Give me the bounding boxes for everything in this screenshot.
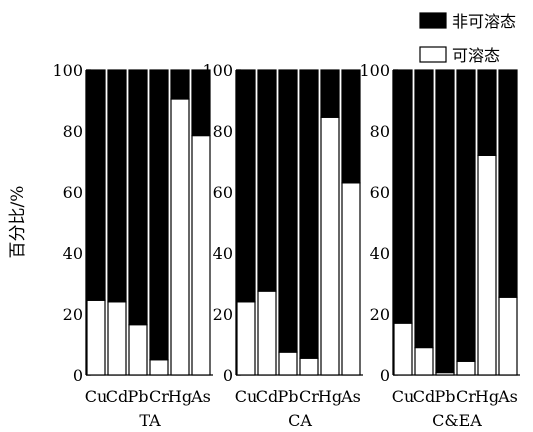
y-tick-label: 80 bbox=[63, 122, 83, 141]
legend-swatch-soluble bbox=[419, 46, 447, 63]
x-tick-label: As bbox=[190, 387, 211, 406]
x-tick-label: Hg bbox=[475, 387, 499, 406]
bar-soluble-as bbox=[341, 182, 361, 376]
y-tick-label: 20 bbox=[370, 305, 390, 324]
bar-soluble-cd bbox=[107, 301, 127, 376]
x-tick-label: Pb bbox=[277, 387, 298, 406]
x-tick-label: Cr bbox=[149, 387, 169, 406]
x-tick-label: Cr bbox=[299, 387, 319, 406]
bar-insoluble-as bbox=[498, 69, 518, 298]
y-tick-label: 60 bbox=[370, 183, 390, 202]
x-tick-label: As bbox=[497, 387, 518, 406]
bar-soluble-cu bbox=[393, 322, 413, 376]
x-tick-label: Pb bbox=[434, 387, 455, 406]
bar-soluble-hg bbox=[320, 116, 340, 376]
bar-insoluble-cd bbox=[257, 69, 277, 292]
panel-label: TA bbox=[139, 411, 161, 430]
bar-soluble-cu bbox=[86, 299, 106, 376]
bar-soluble-as bbox=[191, 134, 211, 376]
y-tick-label: 20 bbox=[213, 305, 233, 324]
y-tick-label: 40 bbox=[213, 244, 233, 263]
x-tick-label: Cu bbox=[392, 387, 415, 406]
bar-insoluble-cu bbox=[393, 69, 413, 324]
bar-soluble-cd bbox=[257, 290, 277, 376]
y-tick-label: 100 bbox=[359, 61, 390, 80]
y-tick-label: 20 bbox=[63, 305, 83, 324]
panel-label: CA bbox=[288, 411, 312, 430]
y-tick-label: 0 bbox=[73, 366, 83, 385]
legend-label-insoluble: 非可溶态 bbox=[452, 12, 516, 31]
x-tick-label: Hg bbox=[318, 387, 342, 406]
bar-insoluble-pb bbox=[435, 69, 455, 374]
x-tick-label: As bbox=[340, 387, 361, 406]
bar-insoluble-cr bbox=[149, 69, 169, 361]
y-tick-label: 0 bbox=[380, 366, 390, 385]
bar-insoluble-cd bbox=[107, 69, 127, 303]
legend-swatch-insoluble bbox=[419, 12, 447, 29]
x-tick-label: Cd bbox=[413, 387, 435, 406]
x-tick-label: Cd bbox=[256, 387, 278, 406]
x-tick-label: Cu bbox=[85, 387, 108, 406]
legend-label-soluble: 可溶态 bbox=[452, 46, 500, 65]
x-tick-label: Cu bbox=[235, 387, 258, 406]
bar-soluble-hg bbox=[170, 98, 190, 376]
bar-insoluble-hg bbox=[477, 69, 497, 157]
legend: 非可溶态 可溶态 bbox=[419, 12, 516, 65]
bar-insoluble-as bbox=[191, 69, 211, 137]
y-tick-label: 80 bbox=[370, 122, 390, 141]
y-tick-label: 0 bbox=[223, 366, 233, 385]
y-tick-label: 60 bbox=[63, 183, 83, 202]
bar-insoluble-cu bbox=[86, 69, 106, 301]
bar-soluble-cd bbox=[414, 346, 434, 376]
x-tick-label: Cr bbox=[456, 387, 476, 406]
bar-insoluble-as bbox=[341, 69, 361, 184]
bar-soluble-cr bbox=[149, 359, 169, 376]
x-tick-label: Pb bbox=[127, 387, 148, 406]
bar-insoluble-cr bbox=[299, 69, 319, 359]
y-tick-label: 40 bbox=[63, 244, 83, 263]
bar-insoluble-hg bbox=[170, 69, 190, 100]
bar-insoluble-hg bbox=[320, 69, 340, 118]
bar-soluble-hg bbox=[477, 154, 497, 376]
y-axis-label: 百分比/% bbox=[8, 186, 28, 259]
y-tick-label: 100 bbox=[202, 61, 233, 80]
bar-soluble-cr bbox=[456, 360, 476, 376]
x-tick-label: Hg bbox=[168, 387, 192, 406]
x-tick-label: Cd bbox=[106, 387, 128, 406]
bar-insoluble-cd bbox=[414, 69, 434, 349]
bar-insoluble-pb bbox=[278, 69, 298, 353]
y-tick-label: 100 bbox=[52, 61, 83, 80]
bar-insoluble-cu bbox=[236, 69, 256, 303]
y-tick-label: 80 bbox=[213, 122, 233, 141]
panel-label: C&EA bbox=[432, 411, 482, 430]
bar-insoluble-pb bbox=[128, 69, 148, 326]
y-tick-label: 60 bbox=[213, 183, 233, 202]
bar-soluble-cr bbox=[299, 357, 319, 376]
bar-soluble-pb bbox=[128, 324, 148, 376]
bar-insoluble-cr bbox=[456, 69, 476, 362]
bar-soluble-cu bbox=[236, 301, 256, 376]
y-tick-label: 40 bbox=[370, 244, 390, 263]
bar-soluble-as bbox=[498, 296, 518, 376]
bar-soluble-pb bbox=[278, 351, 298, 376]
